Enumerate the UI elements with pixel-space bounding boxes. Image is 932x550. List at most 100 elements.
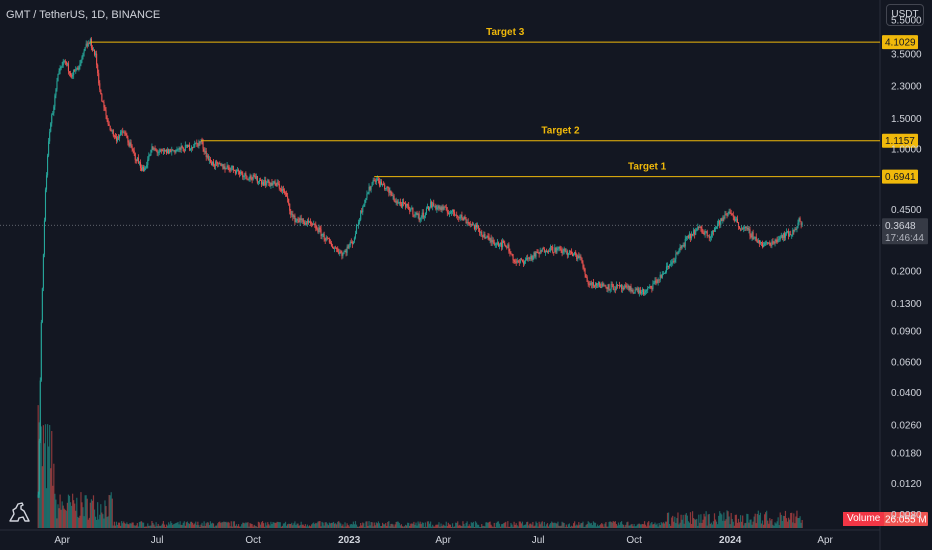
candle-body [697,226,699,229]
candle-body [710,234,712,237]
candle-body [313,224,315,225]
candle-body [752,232,754,240]
volume-bar [469,526,471,528]
volume-bar [329,523,332,528]
volume-bar [78,517,80,528]
candle-body [262,182,264,185]
volume-bar [660,522,662,528]
candle-body [678,249,680,252]
volume-bar [349,524,351,528]
volume-bar [377,521,380,528]
volume-bar [421,522,423,528]
volume-bar [59,494,61,528]
volume-bar [428,523,431,528]
volume-bar [206,522,208,528]
candle-body [204,151,206,152]
candle-body [248,178,250,180]
volume-bar [194,523,196,528]
volume-bar [531,524,533,528]
volume-bar [154,526,156,528]
volume-bar [379,526,382,528]
candle-body [544,251,546,253]
y-tick-label: 0.2000 [891,266,922,277]
candle-body [744,226,746,228]
volume-bar [63,508,65,528]
volume-bar [759,512,762,528]
volume-bar [494,526,496,528]
volume-bar [207,522,209,528]
candle-body [538,253,540,255]
volume-bar [632,526,634,528]
target-price-label: 4.1029 [885,38,916,49]
volume-bar [88,517,90,528]
volume-bar [232,521,234,528]
candle-body [381,181,383,185]
candle-body [583,267,585,269]
volume-bar [427,521,430,528]
volume-bar [295,525,297,528]
candle-body [144,168,146,172]
candle-body [641,289,644,292]
volume-bar [754,513,756,528]
volume-bar [760,523,763,528]
candle-body [683,244,685,247]
volume-bar [84,495,86,528]
candle-body [349,241,351,246]
volume-bar [527,521,529,528]
candle-body [496,242,498,244]
volume-bar [74,503,76,528]
volume-bar [403,526,406,528]
candle-body [481,231,483,236]
volume-bar [393,526,395,528]
candle-body [150,149,152,156]
volume-bar [99,514,101,528]
volume-bar [211,522,214,528]
y-tick-label: 0.0180 [891,448,922,459]
candle-body [456,214,458,216]
volume-bar [578,522,580,528]
candle-body [340,251,342,253]
candle-body [238,169,240,172]
volume-bar [212,523,215,528]
candle-body [777,239,779,243]
candle-body [756,241,758,243]
candle-body [241,172,243,174]
candle-body [93,49,96,55]
candle-body [677,251,679,254]
volume-bar [278,522,280,528]
volume-bar [705,511,707,528]
volume-bar [58,508,60,528]
candle-body [442,206,444,210]
candle-body [666,266,669,267]
volume-bar [266,525,268,528]
candle-body [59,68,61,71]
volume-bar [415,522,417,528]
candle-body [648,286,650,289]
candle-body [396,200,398,204]
volume-bar [686,515,688,528]
volume-bar [476,524,479,528]
candle-body [588,284,590,285]
candle-body [625,285,627,287]
volume-bar [688,522,691,528]
candle-body [311,223,313,225]
currency-button[interactable]: USDT [886,4,924,26]
volume-bar [734,514,736,528]
candle-body [128,142,130,147]
volume-bar [602,524,604,528]
candle-body [457,215,459,217]
candle-body [347,246,349,248]
volume-bar [440,523,442,528]
candle-body [435,205,437,210]
volume-bar [535,521,537,528]
candle-body [145,167,147,169]
candle-body [207,155,209,161]
candle-body [229,169,231,171]
volume-bar [464,526,466,528]
candle-body [223,166,225,169]
volume-bar [513,521,515,528]
candle-body [554,247,556,253]
candle-body [257,181,259,183]
volume-bar [693,518,695,528]
